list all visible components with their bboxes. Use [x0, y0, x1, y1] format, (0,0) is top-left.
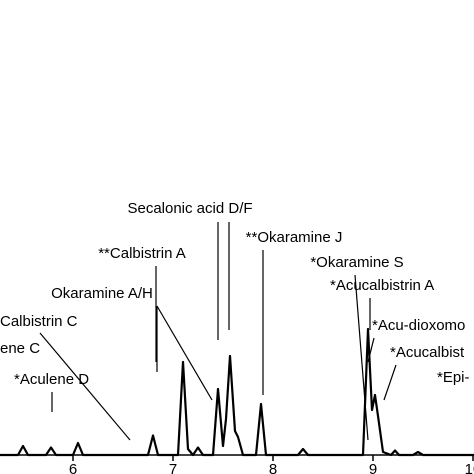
peak-label: ene C — [0, 340, 40, 357]
peak-label: *Acu-dioxomo — [372, 317, 465, 334]
x-tick-label: 7 — [169, 461, 177, 474]
leader-line — [156, 305, 213, 401]
leader-line — [39, 332, 131, 441]
x-tick-label: 8 — [269, 461, 277, 474]
trace — [0, 327, 474, 457]
peak-label: Secalonic acid D/F — [127, 200, 252, 217]
x-tick-label: 9 — [369, 461, 377, 474]
leader-line — [367, 337, 375, 363]
peak-label: *Acucalbist — [390, 344, 465, 361]
leader-line — [383, 364, 397, 401]
peak-label: **Calbistrin A — [98, 245, 186, 262]
peak-label: Okaramine A/H — [51, 285, 153, 302]
peak-label: *Aculene D — [14, 371, 89, 388]
leader-line — [354, 274, 369, 441]
peak-label: *Acucalbistrin A — [330, 277, 434, 294]
peak-label: **Okaramine J — [246, 229, 343, 246]
peak-label: *Epi- — [437, 369, 470, 386]
x-tick-label: 10 — [465, 461, 474, 474]
peak-label: Calbistrin C — [0, 313, 78, 330]
x-tick-label: 6 — [69, 461, 77, 474]
peak-label: *Okaramine S — [310, 254, 403, 271]
